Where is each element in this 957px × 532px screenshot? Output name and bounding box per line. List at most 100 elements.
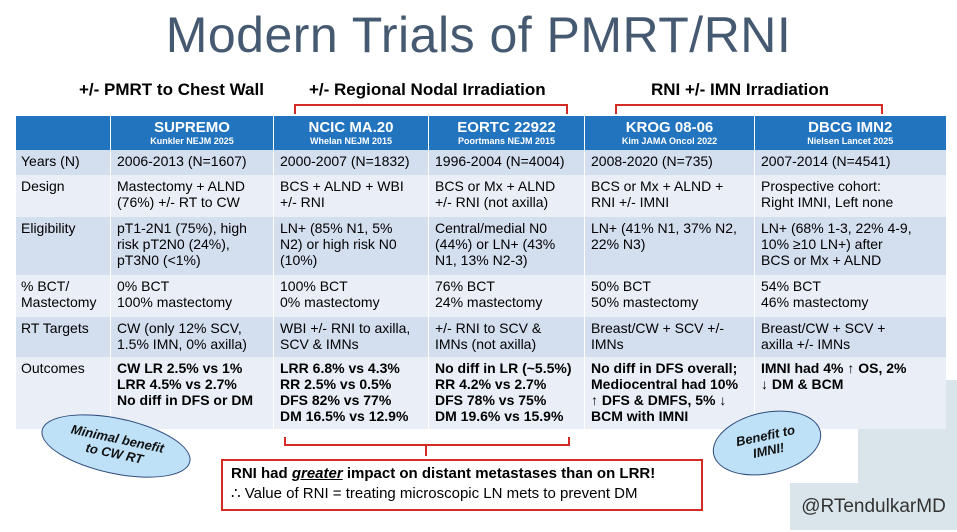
cell-line: 76% BCT xyxy=(435,278,495,294)
callout-pointer xyxy=(425,446,427,456)
cell-line: 2008-2020 (N=735) xyxy=(591,153,713,169)
cell-line: (76%) +/- RT to CW xyxy=(117,194,240,210)
table-cell: 50% BCT 50% mastectomy xyxy=(584,275,755,317)
trial-name: DBCG IMN2 xyxy=(808,119,893,136)
cell-line: +/- RNI to SCV & xyxy=(435,320,542,336)
cell-line: ↑ DFS & DMFS, 5% ↓ xyxy=(591,392,727,408)
cell-line: DFS 82% vs 77% xyxy=(280,392,392,408)
row-label-line: % BCT/ xyxy=(21,278,70,294)
table-cell: WBI +/- RNI to axilla, SCV & IMNs xyxy=(273,317,429,357)
summary-line1-post: impact on distant metastases than on LRR… xyxy=(342,465,656,482)
page-title: Modern Trials of PMRT/RNI xyxy=(165,7,792,63)
trial-source: Kim JAMA Oncol 2022 xyxy=(621,136,718,146)
cell-line: pT3N0 (<1%) xyxy=(117,252,201,268)
cell-line: RR 2.5% vs 0.5% xyxy=(280,376,392,392)
table-cell: LRR 6.8% vs 4.3% RR 2.5% vs 0.5% DFS 82% v… xyxy=(273,357,429,429)
table-cell: +/- RNI to SCV & IMNs (not axilla) xyxy=(428,317,585,357)
table-cell: CW (only 12% SCV, 1.5% IMN, 0% axilla) xyxy=(110,317,274,357)
row-label-line: Mastectomy xyxy=(21,294,97,310)
cell-line: IMNI had 4% ↑ OS, 2% xyxy=(761,360,907,376)
cell-line: WBI +/- RNI to axilla, xyxy=(280,320,411,336)
row-label: % BCT/Mastectomy xyxy=(15,275,111,317)
cell-line: axilla +/- IMNs xyxy=(761,336,851,352)
row-label: Eligibility xyxy=(15,217,111,275)
cell-line: Mediocentral had 10% xyxy=(591,376,739,392)
cell-line: RNI +/- IMNI xyxy=(591,194,670,210)
table-header-row: SUPREMO Kunkler NEJM 2025 NCIC MA.20 Whelan… xyxy=(15,116,946,150)
cell-line: No diff in DFS overall; xyxy=(591,360,738,376)
cell-line: 22% N3) xyxy=(591,236,646,252)
cell-line: 50% mastectomy xyxy=(591,294,699,310)
cell-line: (10%) xyxy=(280,252,318,268)
table-cell: Central/medial N0 (44%) or LN+ (43% N1, 13… xyxy=(428,217,585,275)
header-trial-3: KROG 08-06 Kim JAMA Oncol 2022 xyxy=(584,116,755,150)
cell-line: 2006-2013 (N=1607) xyxy=(117,153,247,169)
cell-line: BCS or Mx + ALND xyxy=(761,252,882,268)
table-cell: 0% BCT 100% mastectomy xyxy=(110,275,274,317)
cell-line: 1996-2004 (N=4004) xyxy=(435,153,565,169)
group-label-pmrt: +/- PMRT to Chest Wall xyxy=(79,80,264,99)
cell-line: No diff in DFS or DM xyxy=(117,392,254,408)
cell-line: 100% mastectomy xyxy=(117,294,233,310)
cell-line: BCS or Mx + ALND + xyxy=(591,178,724,194)
trial-source: Kunkler NEJM 2025 xyxy=(150,136,234,146)
header-corner xyxy=(15,116,111,150)
cell-line: DM 16.5% vs 12.9% xyxy=(280,408,409,424)
header-trial-4: DBCG IMN2 Nielsen Lancet 2025 xyxy=(754,116,946,150)
table-cell: BCS + ALND + WBI +/- RNI xyxy=(273,175,429,217)
summary-emphasis: greater xyxy=(291,465,343,482)
trial-source: Whelan NEJM 2015 xyxy=(309,136,393,146)
table-cell: 2008-2020 (N=735) xyxy=(584,150,755,175)
table-cell: LN+ (85% N1, 5% N2) or high risk N0 (10%) xyxy=(273,217,429,275)
cell-line: DFS 78% vs 75% xyxy=(435,392,547,408)
table-cell: LN+ (68% 1-3, 22% 4-9, 10% ≥10 LN+) after… xyxy=(754,217,946,275)
table-cell: Mastectomy + ALND (76%) +/- RT to CW xyxy=(110,175,274,217)
cell-line: BCS + ALND + WBI xyxy=(280,178,404,194)
row-label: Design xyxy=(15,175,111,217)
trials-table: SUPREMO Kunkler NEJM 2025 NCIC MA.20 Whelan… xyxy=(15,116,946,429)
table-cell: 2006-2013 (N=1607) xyxy=(110,150,274,175)
cell-line: Breast/CW + SCV + xyxy=(761,320,886,336)
table-row: Years (N) 2006-2013 (N=1607) 2000-2007 (N=… xyxy=(15,150,946,175)
cell-line: 0% BCT xyxy=(117,278,170,294)
table-cell: LN+ (41% N1, 37% N2, 22% N3) xyxy=(584,217,755,275)
cell-line: CW LR 2.5% vs 1% xyxy=(117,360,243,376)
cell-line: SCV & IMNs xyxy=(280,336,359,352)
cell-line: No diff in LR (~5.5%) xyxy=(435,360,572,376)
cell-line: BCM with IMNI xyxy=(591,408,689,424)
table-cell: BCS or Mx + ALND +/- RNI (not axilla) xyxy=(428,175,585,217)
cell-line: ↓ DM & BCM xyxy=(761,376,844,392)
table-cell: 76% BCT 24% mastectomy xyxy=(428,275,585,317)
row-label: Years (N) xyxy=(15,150,111,175)
summary-box: RNI had greater impact on distant metast… xyxy=(221,459,703,511)
handle-box: @RTendulkarMD xyxy=(790,483,957,530)
header-trial-1: NCIC MA.20 Whelan NEJM 2015 xyxy=(273,116,429,150)
cell-line: LN+ (41% N1, 37% N2, xyxy=(591,220,737,236)
cell-line: +/- RNI (not axilla) xyxy=(435,194,549,210)
summary-line2: ∴ Value of RNI = treating microscopic LN… xyxy=(231,485,638,502)
twitter-handle: @RTendulkarMD xyxy=(801,495,946,517)
cell-line: +/- RNI xyxy=(280,194,325,210)
callout-bracket xyxy=(284,437,570,446)
cell-line: 54% BCT xyxy=(761,278,821,294)
cell-line: (44%) or LN+ (43% xyxy=(435,236,556,252)
cell-line: Right IMNI, Left none xyxy=(761,194,894,210)
cell-line: LRR 6.8% vs 4.3% xyxy=(280,360,400,376)
table-row: RT Targets CW (only 12% SCV, 1.5% IMN, 0% … xyxy=(15,317,946,357)
table-cell: 1996-2004 (N=4004) xyxy=(428,150,585,175)
bracket-imn xyxy=(615,104,883,114)
table-cell: 2000-2007 (N=1832) xyxy=(273,150,429,175)
trial-source: Nielsen Lancet 2025 xyxy=(807,136,894,146)
cell-line: CW (only 12% SCV, xyxy=(117,320,242,336)
trial-name: NCIC MA.20 xyxy=(308,119,394,136)
summary-line1: RNI had greater impact on distant metast… xyxy=(231,465,693,482)
table-cell: BCS or Mx + ALND + RNI +/- IMNI xyxy=(584,175,755,217)
cell-line: pT1-2N1 (75%), high xyxy=(117,220,247,236)
summary-line1-pre: RNI had xyxy=(231,465,292,482)
table-cell: pT1-2N1 (75%), high risk pT2N0 (24%), pT3N… xyxy=(110,217,274,275)
table-cell: No diff in DFS overall; Mediocentral had … xyxy=(584,357,755,429)
cell-line: 24% mastectomy xyxy=(435,294,543,310)
cell-line: 10% ≥10 LN+) after xyxy=(761,236,883,252)
cell-line: 2007-2014 (N=4541) xyxy=(761,153,891,169)
cell-line: 0% mastectomy xyxy=(280,294,380,310)
